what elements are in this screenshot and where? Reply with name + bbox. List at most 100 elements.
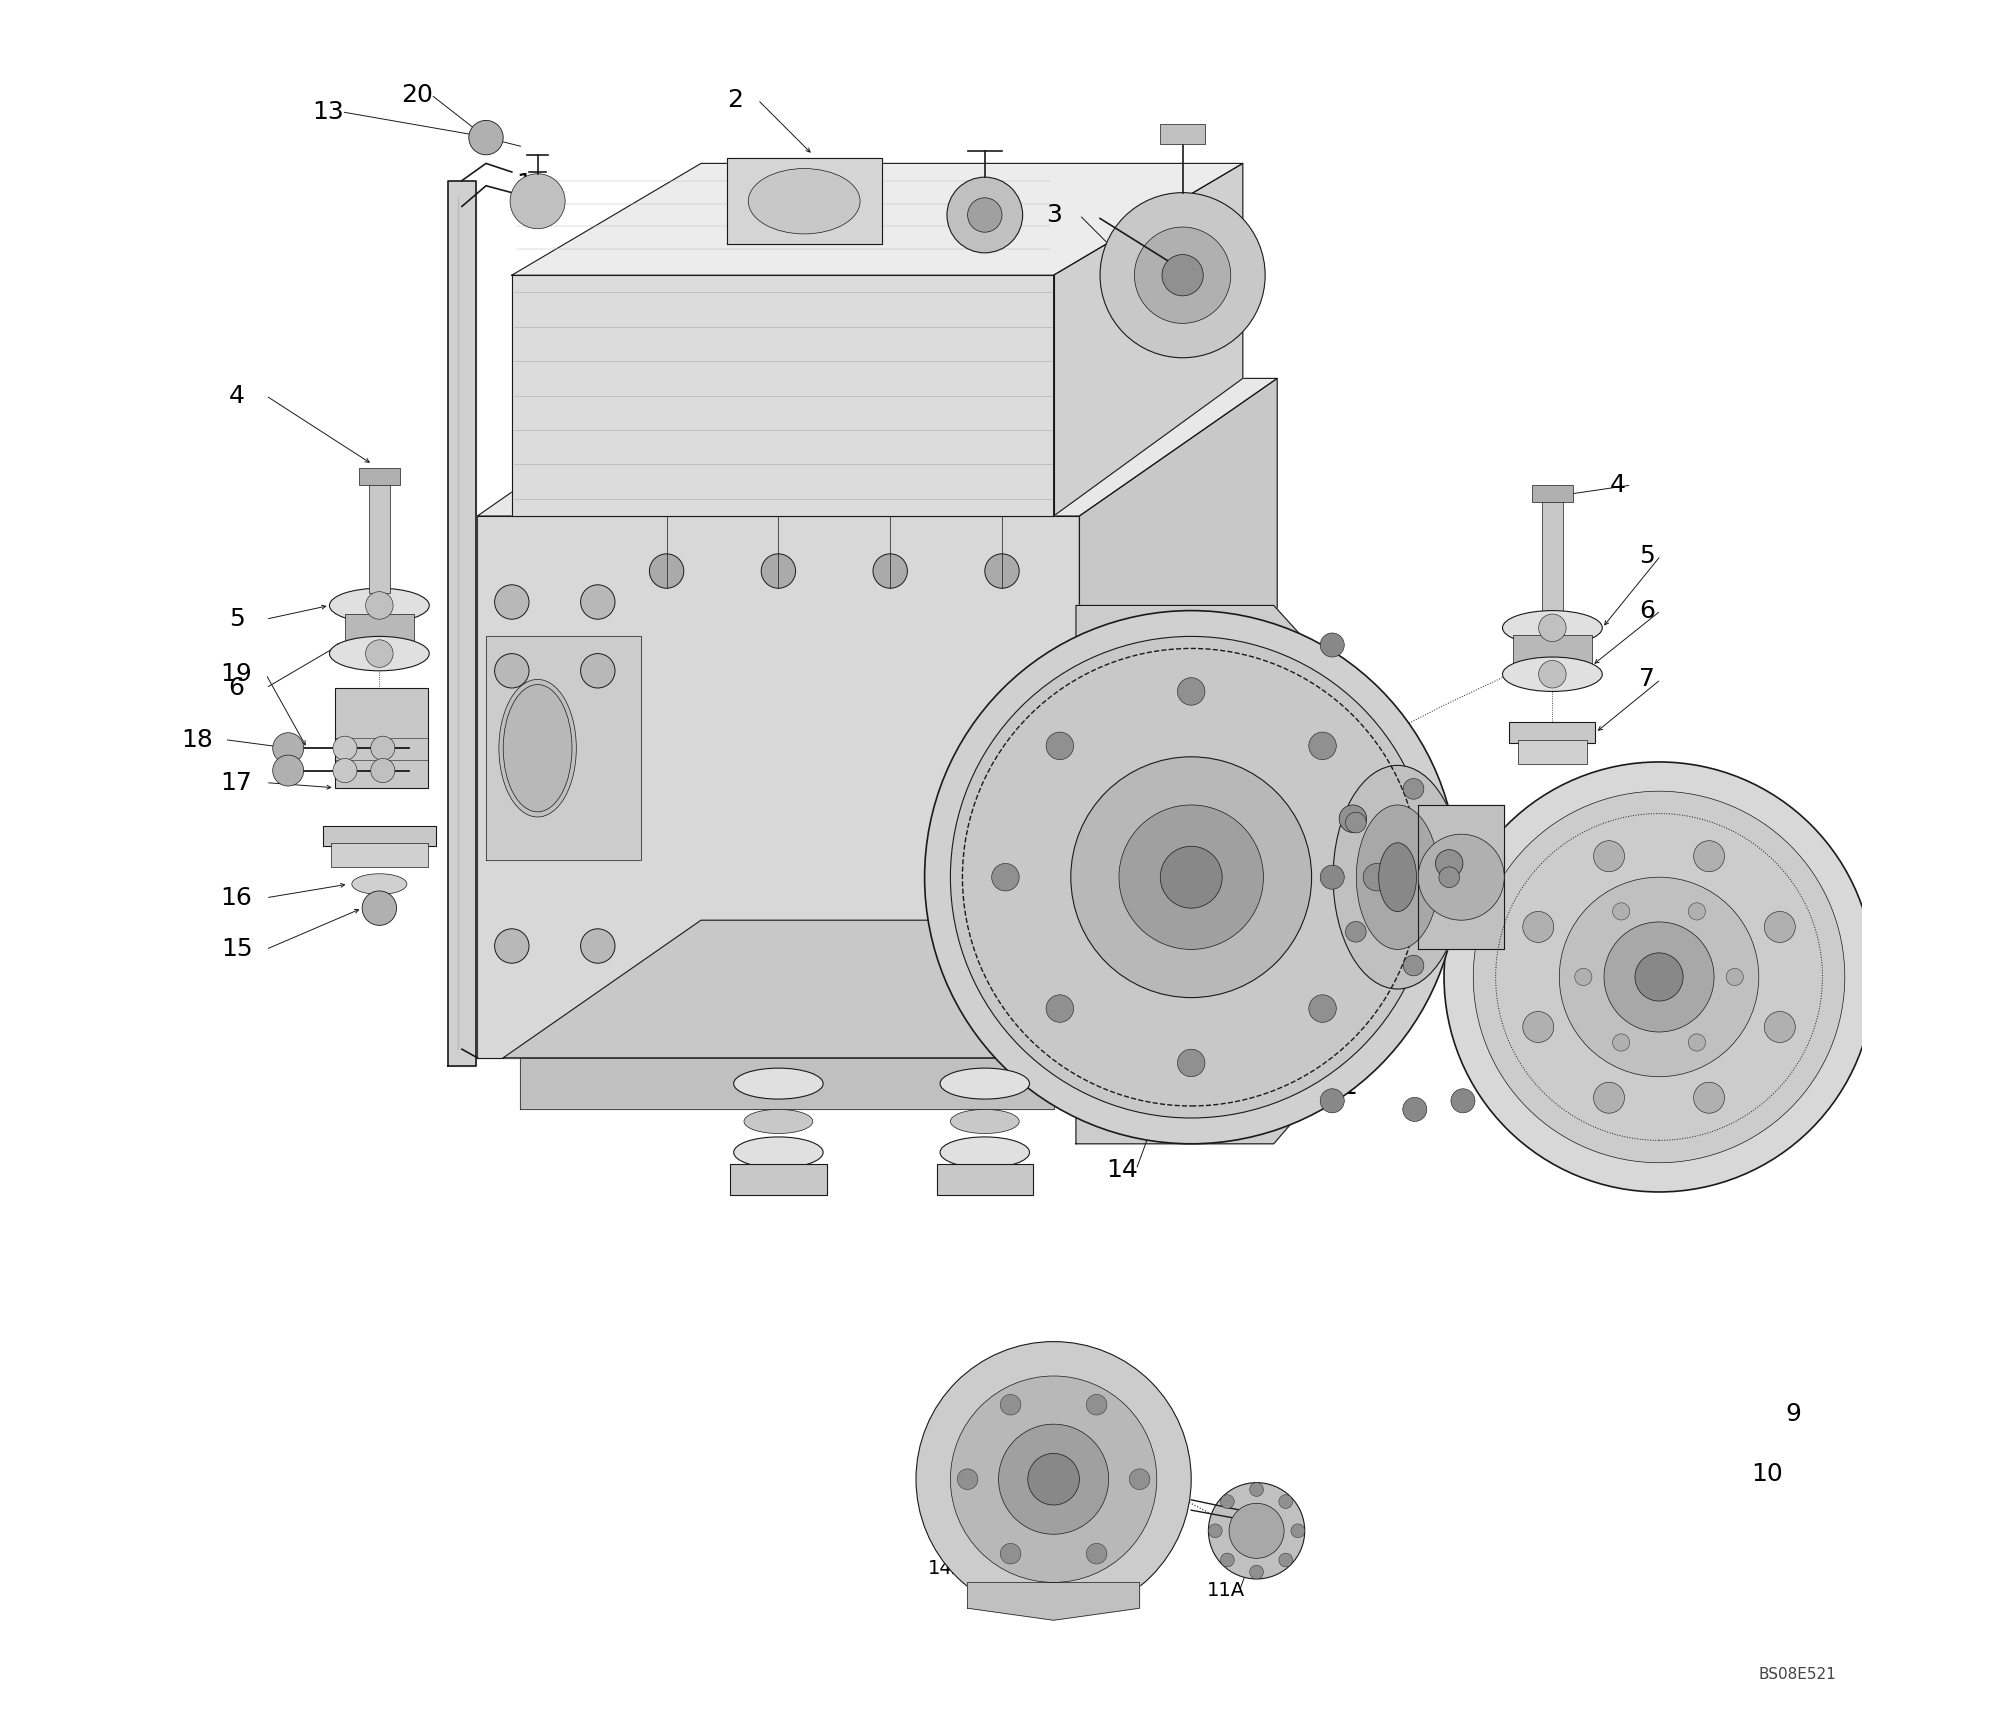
Text: 3: 3 [1046, 203, 1062, 227]
Circle shape [1593, 1082, 1625, 1113]
Circle shape [1445, 762, 1874, 1192]
Circle shape [968, 198, 1002, 232]
Circle shape [1613, 903, 1629, 920]
Ellipse shape [733, 1137, 824, 1168]
Circle shape [333, 736, 357, 760]
Circle shape [916, 1342, 1190, 1617]
Text: 8: 8 [1786, 903, 1802, 927]
Text: 5: 5 [1639, 544, 1655, 568]
Ellipse shape [503, 685, 571, 812]
Ellipse shape [743, 1109, 814, 1133]
Polygon shape [511, 275, 1054, 516]
Circle shape [371, 759, 395, 783]
Circle shape [1559, 877, 1760, 1077]
Bar [323, 826, 437, 846]
Text: 7: 7 [1639, 667, 1655, 691]
Ellipse shape [1333, 765, 1463, 989]
Circle shape [495, 654, 529, 688]
Circle shape [581, 585, 615, 619]
Circle shape [1864, 1214, 1894, 1245]
Polygon shape [477, 378, 1277, 516]
Circle shape [1321, 865, 1345, 889]
Circle shape [1864, 1352, 1894, 1383]
Bar [1932, 994, 1954, 1015]
Circle shape [1178, 1049, 1204, 1077]
Text: 15: 15 [220, 937, 253, 961]
Bar [1932, 1357, 1954, 1378]
Text: 9: 9 [1786, 1402, 1802, 1426]
Circle shape [1864, 989, 1894, 1020]
Circle shape [1162, 255, 1202, 296]
Circle shape [1208, 1524, 1222, 1538]
Circle shape [1693, 1082, 1725, 1113]
Ellipse shape [1503, 611, 1603, 645]
Circle shape [365, 640, 393, 667]
Circle shape [1687, 903, 1705, 920]
Circle shape [1345, 922, 1367, 943]
Bar [1932, 798, 1954, 819]
Circle shape [1046, 994, 1074, 1022]
Ellipse shape [329, 588, 429, 623]
Polygon shape [1080, 378, 1277, 1058]
Circle shape [1603, 922, 1713, 1032]
Circle shape [649, 554, 683, 588]
Circle shape [1321, 633, 1345, 657]
Bar [1160, 124, 1204, 144]
Circle shape [1864, 1140, 1894, 1171]
Circle shape [581, 654, 615, 688]
Circle shape [1864, 855, 1894, 886]
Text: 11: 11 [1327, 1075, 1359, 1099]
Polygon shape [968, 1582, 1140, 1620]
Ellipse shape [950, 1109, 1020, 1133]
Circle shape [1086, 1395, 1106, 1416]
Circle shape [1309, 994, 1337, 1022]
Circle shape [1279, 1495, 1293, 1508]
Circle shape [1439, 867, 1459, 888]
Text: 4: 4 [1609, 473, 1625, 497]
Circle shape [1070, 757, 1311, 998]
Bar [359, 468, 401, 485]
Circle shape [1220, 1553, 1234, 1567]
Circle shape [1208, 1483, 1305, 1579]
Text: 18: 18 [180, 728, 212, 752]
Bar [936, 1164, 1032, 1195]
Bar [1531, 485, 1573, 502]
Circle shape [1321, 1089, 1345, 1113]
Circle shape [273, 755, 305, 786]
Bar [1517, 740, 1587, 764]
Text: 6: 6 [1639, 599, 1655, 623]
Ellipse shape [353, 874, 407, 894]
Circle shape [1864, 1283, 1894, 1314]
Bar [1932, 1288, 1954, 1309]
Circle shape [1864, 1065, 1894, 1096]
Circle shape [1693, 841, 1725, 872]
Ellipse shape [1379, 843, 1417, 912]
Polygon shape [1076, 605, 1325, 1144]
Bar [729, 1164, 826, 1195]
Bar [335, 688, 427, 788]
Polygon shape [511, 163, 1242, 275]
Circle shape [1250, 1483, 1263, 1496]
Circle shape [1130, 1469, 1150, 1490]
Bar [1543, 495, 1563, 619]
Circle shape [1403, 1097, 1427, 1121]
Text: 11A: 11A [1206, 1581, 1244, 1601]
Circle shape [998, 1424, 1108, 1534]
Text: 17: 17 [220, 771, 253, 795]
Ellipse shape [940, 1137, 1030, 1168]
Circle shape [1160, 846, 1222, 908]
Polygon shape [1054, 163, 1242, 516]
Polygon shape [521, 1058, 1054, 1109]
Circle shape [365, 592, 393, 619]
Circle shape [1635, 953, 1683, 1001]
Circle shape [1000, 1543, 1020, 1563]
Circle shape [984, 554, 1020, 588]
Circle shape [874, 554, 908, 588]
Bar [331, 843, 427, 867]
Circle shape [1473, 791, 1846, 1163]
Ellipse shape [499, 679, 577, 817]
Bar [369, 476, 389, 593]
Circle shape [1279, 1553, 1293, 1567]
Circle shape [1363, 863, 1391, 891]
Bar [1932, 1219, 1954, 1240]
